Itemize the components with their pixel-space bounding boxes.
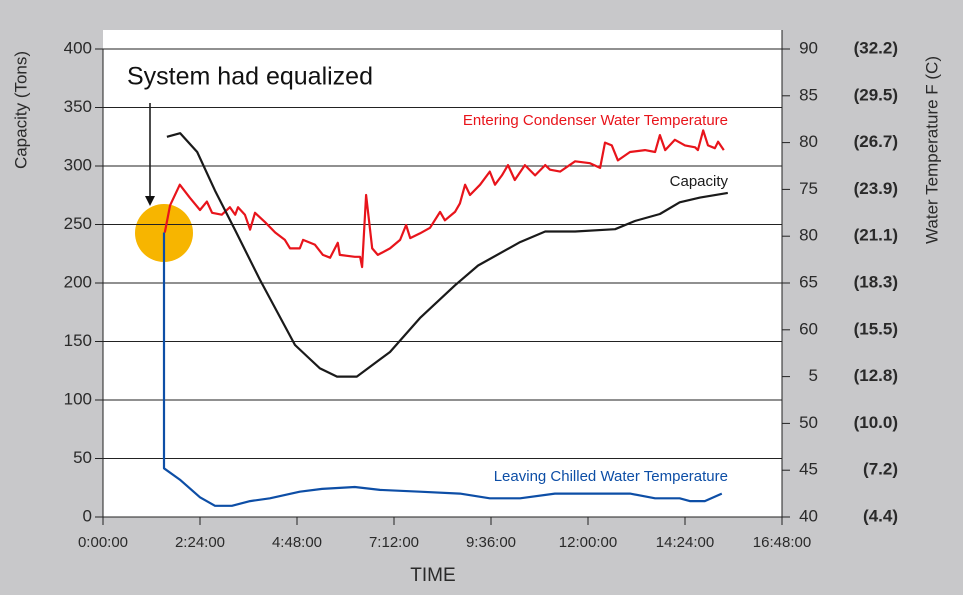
- series-label: Entering Condenser Water Temperature: [463, 112, 728, 129]
- series-line: [166, 132, 728, 378]
- y2-celsius-label: (7.2): [863, 460, 898, 479]
- y2-tick-label: 65: [799, 272, 818, 291]
- x-tick-label: 12:00:00: [559, 534, 617, 551]
- annotation: System had equalized: [127, 63, 373, 91]
- y2-celsius-label: (32.2): [854, 38, 898, 57]
- y2-axis-label: Water Temperature F (C): [922, 56, 941, 244]
- y2-tick-label: 80: [799, 226, 818, 245]
- y2-tick-label: 75: [799, 179, 818, 198]
- y-tick-label: 300: [64, 155, 92, 174]
- x-tick-label: 16:48:00: [753, 534, 811, 551]
- y2-tick-label: 5: [809, 366, 818, 385]
- series-label: Capacity: [670, 173, 729, 190]
- plot-area: [103, 30, 782, 517]
- series-line: [162, 232, 723, 507]
- arrow-head: [145, 196, 155, 206]
- y-tick-label: 350: [64, 97, 92, 116]
- y2-celsius-label: (29.5): [854, 85, 898, 104]
- x-tick-label: 9:36:00: [466, 534, 516, 551]
- x-tick-label: 14:24:00: [656, 534, 714, 551]
- series-label: Leaving Chilled Water Temperature: [494, 468, 728, 485]
- y2-tick-label: 40: [799, 506, 818, 525]
- y2-celsius-label: (23.9): [854, 179, 898, 198]
- y2-celsius-label: (15.5): [854, 319, 898, 338]
- x-tick-label: 0:00:00: [78, 534, 128, 551]
- series-line: [163, 129, 725, 269]
- y-axis-label: Capacity (Tons): [11, 51, 30, 169]
- y-tick-label: 100: [64, 389, 92, 408]
- y2-celsius-label: (26.7): [854, 132, 898, 151]
- y2-celsius-label: (12.8): [854, 366, 898, 385]
- x-tick-label: 4:48:00: [272, 534, 322, 551]
- y-tick-label: 50: [73, 448, 92, 467]
- plot-layer: 0 50 100 150 200 250 300 350 400 40 45 50 5 60 65 80 75 8…: [64, 30, 898, 551]
- y2-tick-label: 50: [799, 413, 818, 432]
- y-tick-label: 400: [64, 38, 92, 57]
- x-tick-label: 7:12:00: [369, 534, 419, 551]
- y-tick-label: 150: [64, 331, 92, 350]
- y2-tick-label: 85: [799, 85, 818, 104]
- y-tick-label: 0: [83, 506, 92, 525]
- y2-celsius-label: (4.4): [863, 506, 898, 525]
- x-tick-label: 2:24:00: [175, 534, 225, 551]
- y2-celsius-label: (21.1): [854, 226, 898, 245]
- y2-celsius-label: (10.0): [854, 413, 898, 432]
- y-tick-label: 200: [64, 272, 92, 291]
- y2-celsius-label: (18.3): [854, 272, 898, 291]
- y2-tick-label: 80: [799, 132, 818, 151]
- x-axis-label: TIME: [410, 565, 455, 586]
- y2-tick-label: 90: [799, 38, 818, 57]
- y2-tick-label: 60: [799, 319, 818, 338]
- y2-tick-label: 45: [799, 460, 818, 479]
- y-tick-label: 250: [64, 214, 92, 233]
